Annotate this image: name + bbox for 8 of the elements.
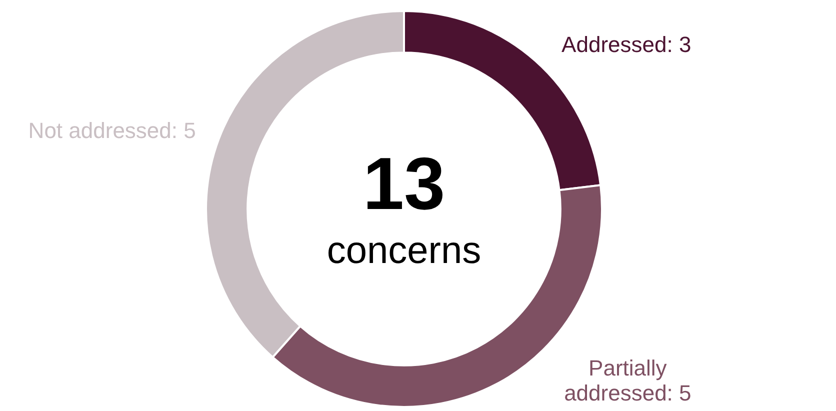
data-label: : 5 [666,380,692,406]
data-label: : 3 [666,32,692,57]
data-label: : 5 [171,118,196,143]
slice-label: Partially addressed [564,356,667,406]
slice-label: Addressed [562,32,667,57]
text: 13 [362,142,446,225]
slice-label: Not addressed [28,118,172,143]
text: concerns [326,230,482,272]
